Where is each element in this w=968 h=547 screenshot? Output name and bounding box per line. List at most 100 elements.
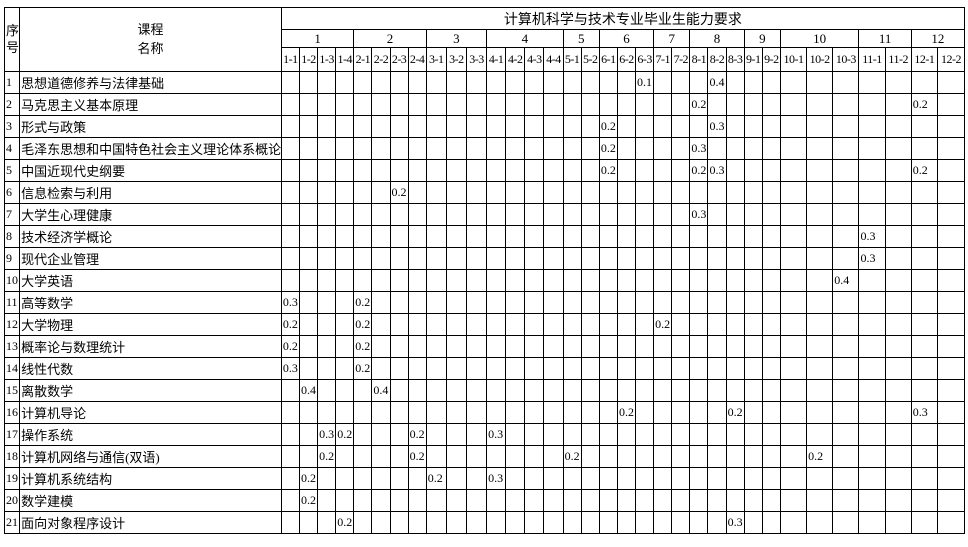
empty-cell [389, 247, 409, 270]
empty-cell [884, 423, 912, 446]
empty-cell [635, 137, 655, 160]
empty-cell [832, 445, 860, 468]
table-row: 1 思想道德修养与法律基础 0.1 0.4 [3, 71, 966, 94]
header-row-groups: 1 2 3 4 5 6 7 8 9 10 11 12 [5, 29, 966, 48]
group-header-cell: 9 [743, 29, 781, 48]
header-row-banner: 序 号 课程 名称 计算机科学与技术专业毕业生能力要求 [3, 7, 966, 72]
empty-cell [389, 159, 409, 182]
empty-cell [317, 313, 337, 336]
empty-cell [598, 379, 618, 402]
empty-cell [858, 401, 886, 424]
empty-cell [543, 137, 564, 160]
empty-cell [543, 401, 564, 424]
empty-cell [407, 489, 427, 512]
empty-cell [371, 115, 391, 138]
empty-cell [505, 313, 526, 336]
empty-cell [445, 291, 467, 314]
value-cell: 0.2 [317, 445, 337, 468]
row-seq-cell: 7 [3, 203, 21, 226]
empty-cell [335, 313, 355, 336]
empty-cell [635, 159, 655, 182]
empty-cell [761, 93, 781, 116]
empty-cell [335, 291, 355, 314]
value-cell: 0.3 [280, 291, 300, 314]
subcol-header-cell: 12-2 [936, 47, 966, 72]
empty-cell [353, 225, 373, 248]
empty-cell [524, 357, 545, 380]
course-name-cell: 技术经济学概论 [19, 225, 282, 248]
course-name-cell: 大学生心理健康 [19, 203, 282, 226]
empty-cell [353, 401, 373, 424]
empty-cell [743, 313, 763, 336]
empty-cell [445, 93, 467, 116]
empty-cell [465, 137, 488, 160]
empty-cell [562, 335, 582, 358]
empty-cell [465, 159, 488, 182]
empty-cell [725, 115, 745, 138]
empty-cell [884, 401, 912, 424]
empty-cell [486, 203, 507, 226]
empty-cell [707, 379, 727, 402]
empty-cell [505, 203, 526, 226]
empty-cell [707, 291, 727, 314]
empty-cell [707, 423, 727, 446]
value-cell: 0.2 [280, 335, 300, 358]
empty-cell [598, 93, 618, 116]
subcol-header-cell: 11-1 [858, 47, 886, 72]
empty-cell [280, 401, 300, 424]
empty-cell [543, 489, 564, 512]
empty-cell [298, 335, 319, 358]
empty-cell [298, 401, 319, 424]
empty-cell [465, 203, 488, 226]
empty-cell [858, 269, 886, 292]
empty-cell [761, 291, 781, 314]
empty-cell [389, 269, 409, 292]
table-row: 8 技术经济学概论 0.3 [3, 225, 966, 248]
empty-cell [389, 115, 409, 138]
empty-cell [689, 379, 709, 402]
empty-cell [779, 115, 808, 138]
empty-cell [725, 159, 745, 182]
empty-cell [407, 247, 427, 270]
empty-cell [371, 467, 391, 490]
value-cell: 0.2 [562, 445, 582, 468]
empty-cell [884, 467, 912, 490]
empty-cell [761, 181, 781, 204]
empty-cell [445, 313, 467, 336]
empty-cell [353, 137, 373, 160]
empty-cell [407, 225, 427, 248]
empty-cell [445, 489, 467, 512]
empty-cell [543, 467, 564, 490]
empty-cell [671, 489, 691, 512]
empty-cell [689, 401, 709, 424]
value-cell: 0.2 [806, 445, 834, 468]
empty-cell [543, 511, 564, 534]
empty-cell [616, 93, 637, 116]
value-cell: 0.2 [910, 93, 938, 116]
empty-cell [335, 269, 355, 292]
empty-cell [580, 203, 600, 226]
empty-cell [371, 313, 391, 336]
empty-cell [465, 115, 488, 138]
group-header-cell: 7 [653, 29, 691, 48]
empty-cell [543, 181, 564, 204]
empty-cell [725, 71, 745, 94]
empty-cell [389, 313, 409, 336]
row-seq-cell: 17 [3, 423, 21, 446]
empty-cell [353, 71, 373, 94]
empty-cell [671, 247, 691, 270]
empty-cell [653, 335, 673, 358]
empty-cell [910, 269, 938, 292]
empty-cell [445, 71, 467, 94]
empty-cell [761, 445, 781, 468]
empty-cell [465, 357, 488, 380]
empty-cell [884, 225, 912, 248]
empty-cell [743, 93, 763, 116]
empty-cell [761, 379, 781, 402]
empty-cell [298, 269, 319, 292]
empty-cell [445, 445, 467, 468]
empty-cell [389, 291, 409, 314]
value-cell: 0.3 [707, 159, 727, 182]
empty-cell [832, 203, 860, 226]
group-header-cell: 10 [779, 29, 860, 48]
